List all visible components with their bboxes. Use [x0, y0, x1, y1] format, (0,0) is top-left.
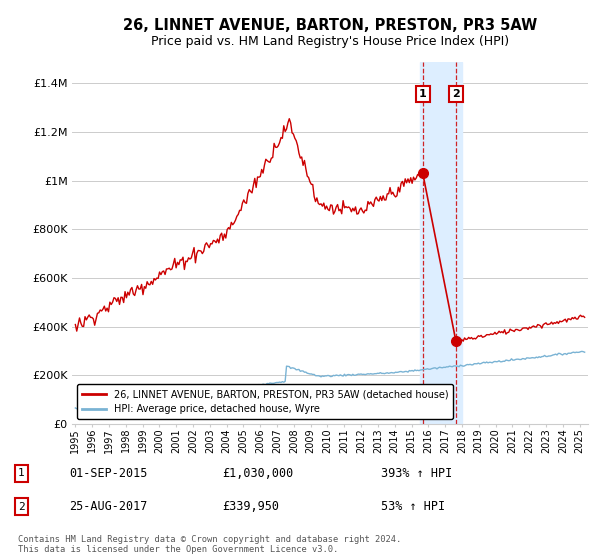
Text: 393% ↑ HPI: 393% ↑ HPI — [381, 466, 452, 480]
Text: £339,950: £339,950 — [222, 500, 279, 514]
Text: 26, LINNET AVENUE, BARTON, PRESTON, PR3 5AW: 26, LINNET AVENUE, BARTON, PRESTON, PR3 … — [123, 18, 537, 32]
Text: 2: 2 — [18, 502, 25, 512]
Text: 1: 1 — [419, 89, 427, 99]
Legend: 26, LINNET AVENUE, BARTON, PRESTON, PR3 5AW (detached house), HPI: Average price: 26, LINNET AVENUE, BARTON, PRESTON, PR3 … — [77, 384, 453, 419]
Text: Price paid vs. HM Land Registry's House Price Index (HPI): Price paid vs. HM Land Registry's House … — [151, 35, 509, 49]
Text: £1,030,000: £1,030,000 — [222, 466, 293, 480]
Text: 53% ↑ HPI: 53% ↑ HPI — [381, 500, 445, 514]
Text: Contains HM Land Registry data © Crown copyright and database right 2024.
This d: Contains HM Land Registry data © Crown c… — [18, 535, 401, 554]
Text: 1: 1 — [18, 468, 25, 478]
Bar — [420, 62, 462, 424]
Text: 2: 2 — [452, 89, 460, 99]
Text: 25-AUG-2017: 25-AUG-2017 — [69, 500, 148, 514]
Text: 01-SEP-2015: 01-SEP-2015 — [69, 466, 148, 480]
